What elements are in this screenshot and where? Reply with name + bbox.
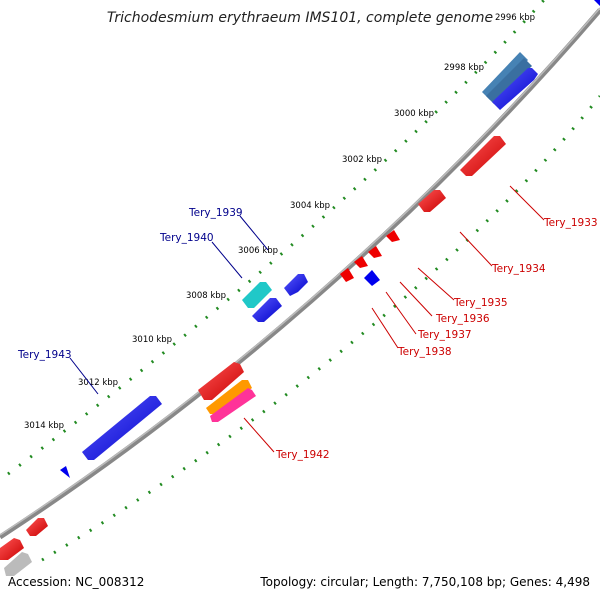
gene-feature[interactable] bbox=[82, 396, 162, 460]
gene-feature[interactable] bbox=[418, 190, 446, 212]
tick-label: 2996 kbp bbox=[495, 13, 535, 23]
gene-feature[interactable] bbox=[368, 246, 382, 258]
gene-label-tery-1933[interactable]: Tery_1933 bbox=[543, 217, 598, 229]
tick-label: 3008 kbp bbox=[186, 291, 226, 301]
gene-feature[interactable] bbox=[198, 362, 244, 400]
gene-label-tery-1935[interactable]: Tery_1935 bbox=[453, 297, 508, 309]
gene-label-tery-1938[interactable]: Tery_1938 bbox=[397, 346, 452, 358]
gene-label-tery-1937[interactable]: Tery_1937 bbox=[417, 329, 472, 341]
gene-feature[interactable] bbox=[364, 270, 380, 286]
tick-label: 3004 kbp bbox=[290, 201, 330, 211]
leader-lines bbox=[69, 185, 545, 453]
gene-feature[interactable] bbox=[354, 256, 368, 268]
tick-label: 3000 kbp bbox=[394, 109, 434, 119]
gene-feature[interactable] bbox=[486, 58, 532, 104]
gene-feature[interactable] bbox=[0, 538, 24, 560]
gene-feature[interactable] bbox=[492, 68, 538, 110]
tick-label: 3002 kbp bbox=[342, 155, 382, 165]
gene-feature[interactable] bbox=[4, 552, 32, 576]
gene-feature[interactable] bbox=[206, 380, 252, 414]
gene-feature[interactable] bbox=[26, 518, 48, 536]
gene-feature[interactable] bbox=[284, 274, 308, 296]
tick-label: 3012 kbp bbox=[78, 378, 118, 388]
accession-text: Accession: NC_008312 bbox=[8, 575, 144, 589]
gene-label-tery-1943[interactable]: Tery_1943 bbox=[17, 349, 72, 361]
map-title: Trichodesmium erythraeum IMS101, complet… bbox=[107, 10, 493, 26]
reverse-genes bbox=[0, 136, 506, 576]
inner-tick-ring bbox=[41, 95, 600, 562]
gene-label-tery-1940[interactable]: Tery_1940 bbox=[159, 232, 214, 244]
genome-backbone bbox=[0, 8, 600, 540]
gene-feature[interactable] bbox=[210, 388, 256, 422]
tick-label: 3010 kbp bbox=[132, 335, 172, 345]
gene-feature[interactable] bbox=[340, 268, 354, 282]
gene-label-tery-1936[interactable]: Tery_1936 bbox=[435, 313, 490, 325]
tick-label: 3014 kbp bbox=[24, 421, 64, 431]
forward-genes bbox=[60, 52, 538, 478]
gene-feature[interactable] bbox=[60, 466, 70, 478]
gene-feature[interactable] bbox=[252, 298, 282, 322]
gene-feature[interactable] bbox=[242, 282, 272, 308]
gene-feature[interactable] bbox=[460, 136, 506, 176]
gene-label-tery-1942[interactable]: Tery_1942 bbox=[275, 449, 330, 461]
tick-label: 2998 kbp bbox=[444, 63, 484, 73]
gene-label-tery-1934[interactable]: Tery_1934 bbox=[491, 263, 546, 275]
tick-label: 3006 kbp bbox=[238, 246, 278, 256]
gene-feature[interactable] bbox=[386, 230, 400, 242]
gene-feature[interactable] bbox=[482, 52, 528, 100]
gene-feature[interactable] bbox=[594, 0, 600, 6]
genome-backbone-highlight bbox=[0, 7, 600, 536]
gene-label-tery-1939[interactable]: Tery_1939 bbox=[188, 207, 243, 219]
genome-summary-text: Topology: circular; Length: 7,750,108 bp… bbox=[259, 575, 590, 589]
